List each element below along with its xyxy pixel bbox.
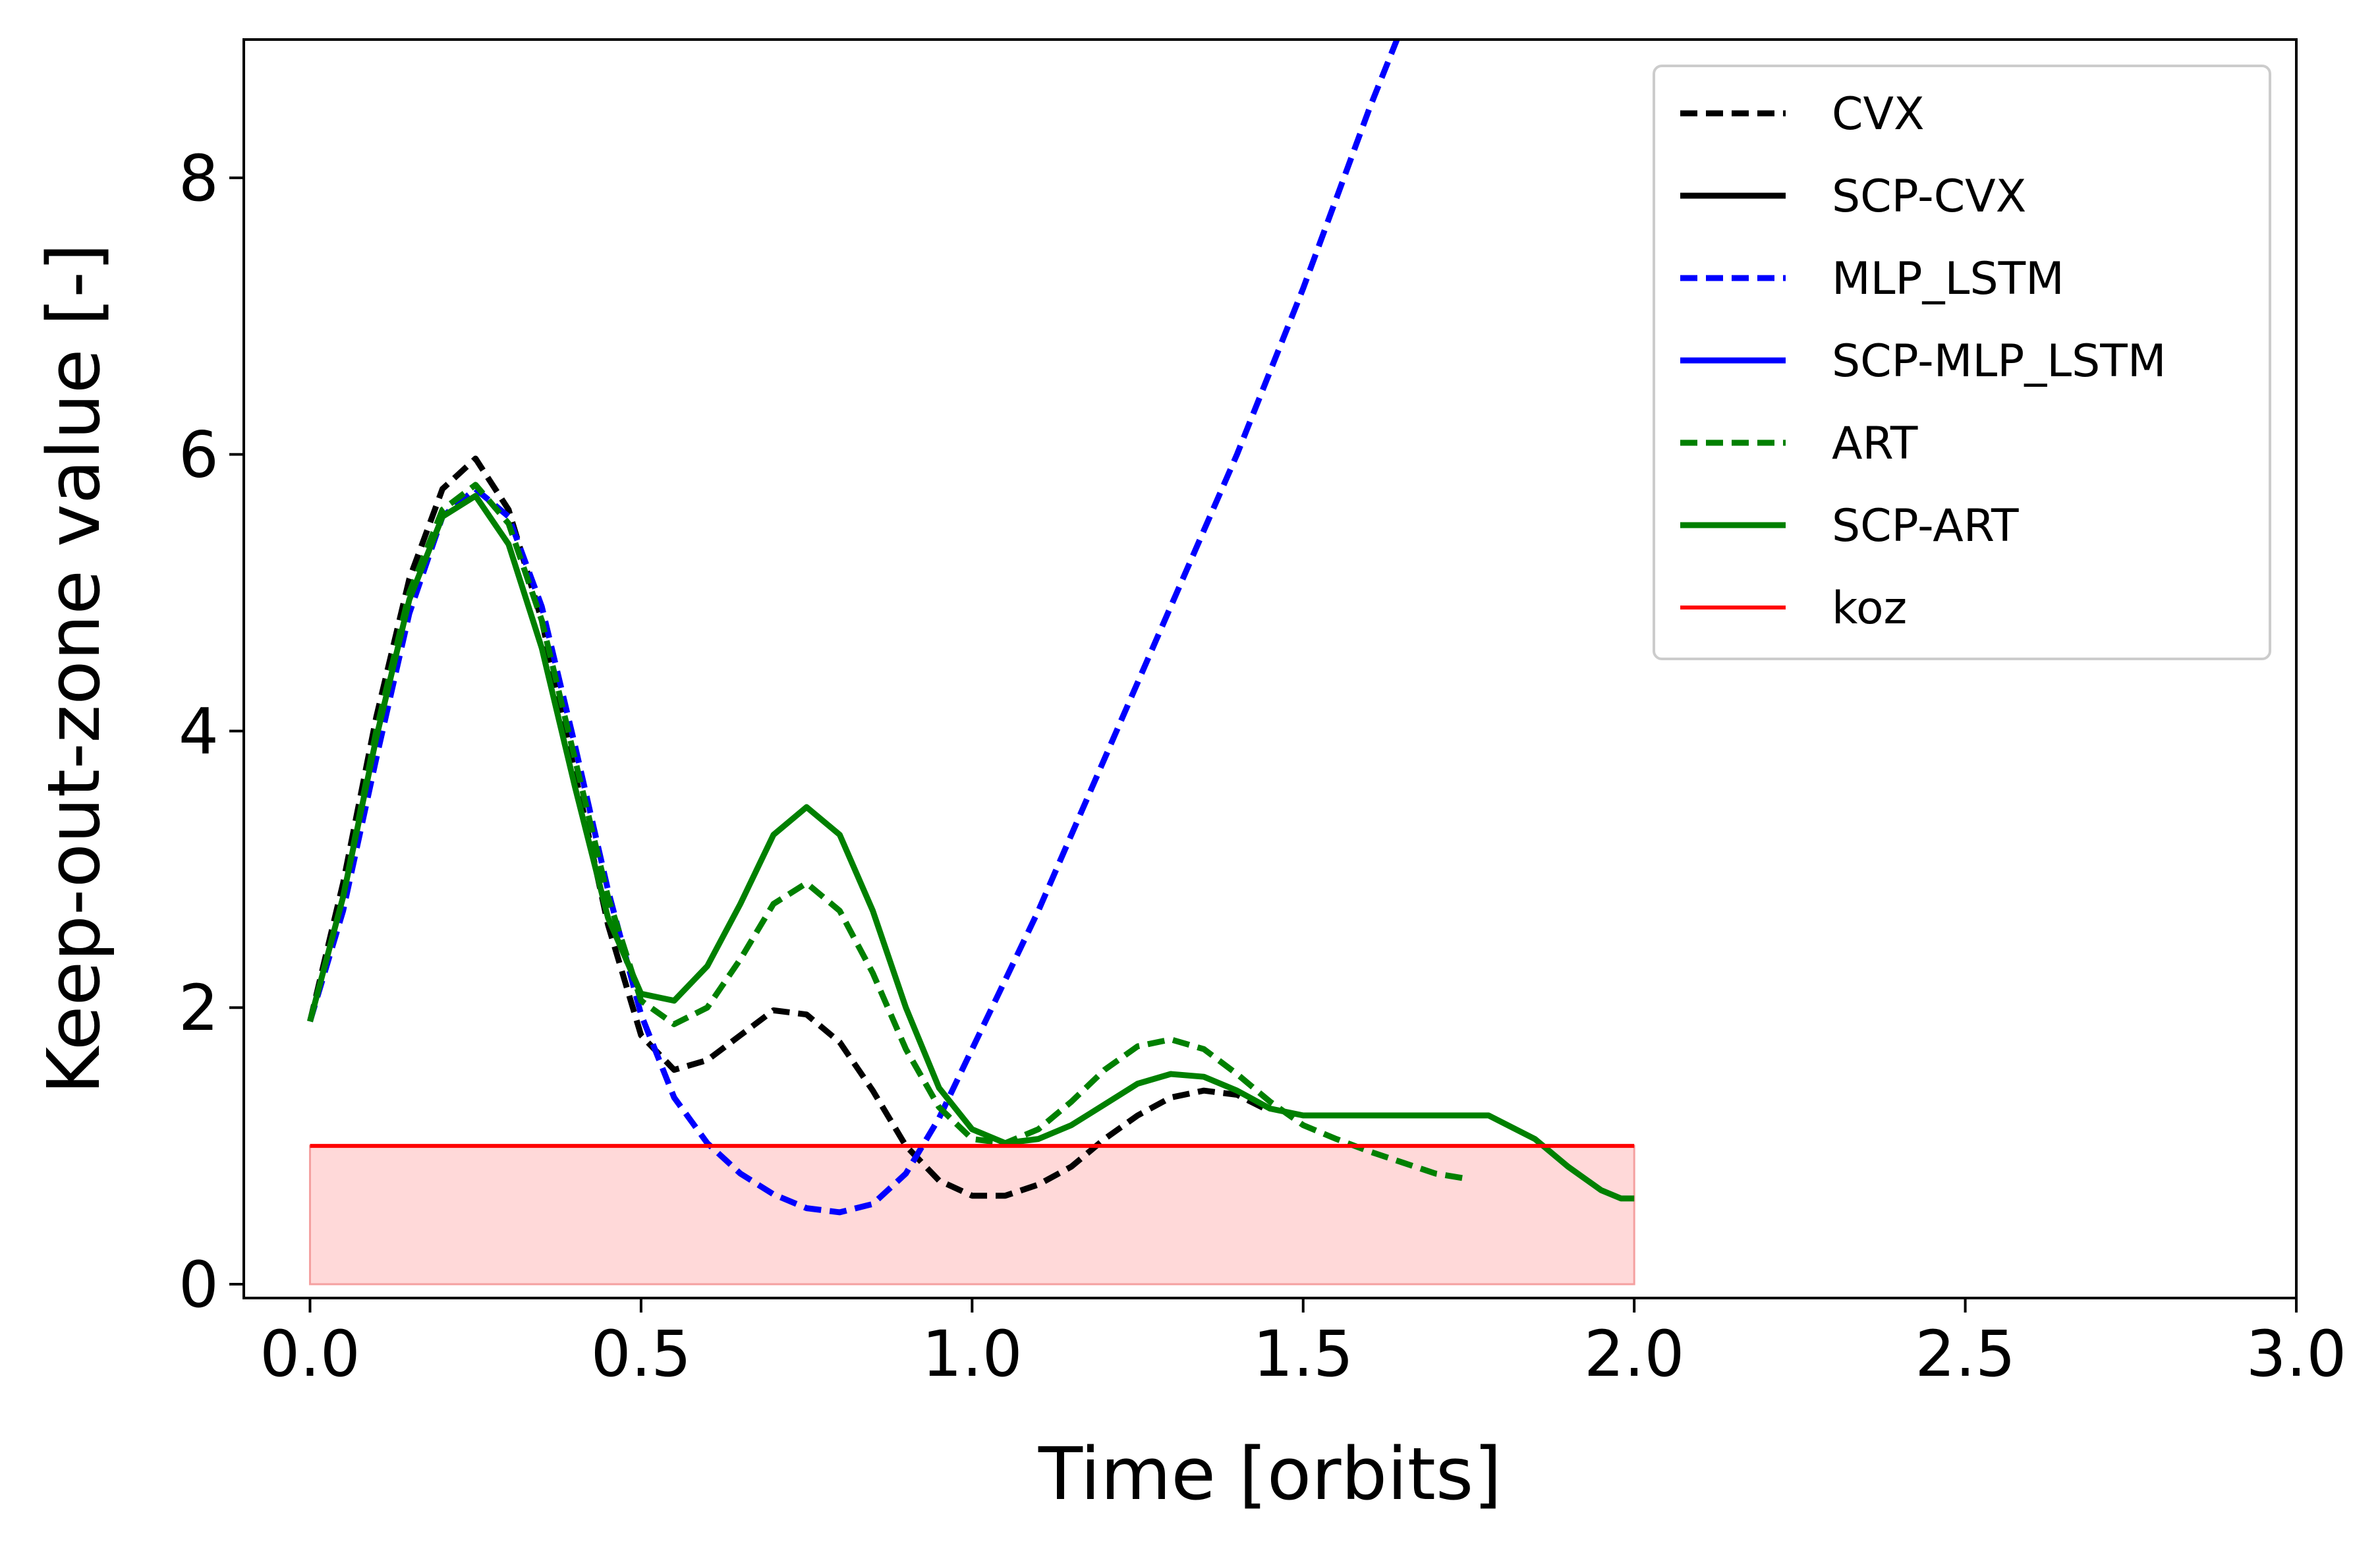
legend-label: CVX: [1832, 88, 1925, 140]
legend-label: SCP-MLP_LSTM: [1832, 335, 2167, 387]
legend: CVX SCP-CVX MLP_LSTM SCP-MLP_LSTM ART SCP-ART…: [1653, 65, 2271, 660]
legend-label: SCP-ART: [1832, 500, 2019, 552]
x-tick-label: 2.0: [1584, 1317, 1685, 1391]
x-tick-label: 0.0: [260, 1317, 360, 1391]
legend-label: ART: [1832, 418, 1918, 470]
koz-fill-region: [308, 1145, 1635, 1286]
plot-area: [307, 40, 1635, 1286]
x-tick-label: 3.0: [2246, 1317, 2347, 1391]
x-tick-label: 1.0: [922, 1317, 1023, 1391]
legend-label: SCP-CVX: [1832, 171, 2026, 223]
y-tick-label: 6: [179, 418, 219, 492]
y-tick-label: 0: [179, 1248, 219, 1322]
y-tick-label: 8: [179, 142, 219, 215]
y-axis: 0 2 4 6 8: [179, 142, 244, 1322]
y-tick-label: 4: [179, 694, 219, 768]
y-axis-label: Keep-out-zone value [-]: [32, 243, 116, 1094]
y-tick-label: 2: [179, 971, 219, 1045]
x-tick-label: 0.5: [591, 1317, 692, 1391]
plot-frame: [242, 38, 2298, 1299]
legend-label: koz: [1832, 582, 1907, 635]
series-line-cvx: [307, 455, 1272, 1199]
series-line-mlp-lstm: [307, 40, 1400, 1216]
x-tick-label: 1.5: [1253, 1317, 1353, 1391]
legend-label: MLP_LSTM: [1832, 253, 2064, 305]
x-axis: 0.0 0.5 1.0 1.5 2.0 2.5 3.0: [260, 1298, 2346, 1391]
x-axis-label: Time [orbits]: [1038, 1432, 1502, 1516]
legend-box: [1653, 65, 2271, 660]
series-line-scp-art: [307, 493, 1635, 1202]
x-tick-label: 2.5: [1915, 1317, 2016, 1391]
